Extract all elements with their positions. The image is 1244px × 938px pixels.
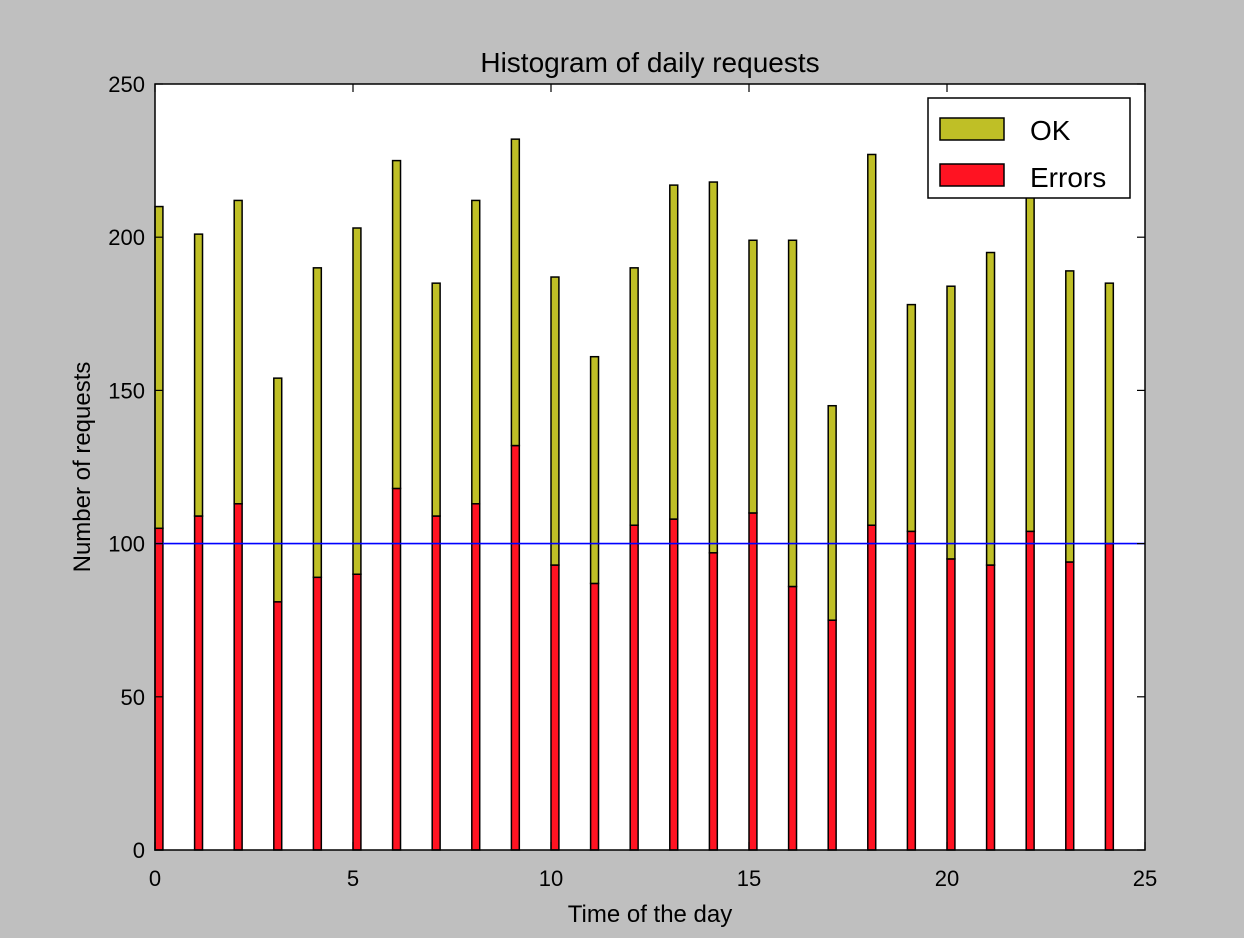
bar-errors <box>787 585 798 851</box>
bar-group <box>154 138 1115 851</box>
y-tick-label: 0 <box>133 838 145 863</box>
bar-errors <box>946 558 956 851</box>
legend-swatch-ok <box>939 117 1005 141</box>
bar-ok <box>154 205 164 530</box>
bar-errors <box>708 552 719 851</box>
bar-ok <box>589 355 600 585</box>
bar-errors <box>510 444 521 851</box>
bar-errors <box>391 487 402 851</box>
bar-errors <box>1065 561 1075 851</box>
bar-ok <box>1065 270 1075 563</box>
bar-ok <box>748 239 758 514</box>
bar-ok <box>946 285 956 560</box>
bar-errors <box>312 576 323 851</box>
x-tick-label: 25 <box>1133 866 1157 891</box>
bar-ok <box>471 199 481 505</box>
bar-errors <box>589 582 600 851</box>
x-tick-label: 15 <box>737 866 761 891</box>
y-tick-label: 100 <box>108 532 145 557</box>
bar-ok <box>391 159 402 490</box>
bar-errors <box>352 573 362 851</box>
y-tick-label: 150 <box>108 378 145 403</box>
y-tick-label: 50 <box>121 685 145 710</box>
x-tick-label: 20 <box>935 866 959 891</box>
bar-errors <box>193 515 204 851</box>
bar-errors <box>827 619 837 851</box>
bar-errors <box>629 524 639 851</box>
chart-title: Histogram of daily requests <box>480 47 819 78</box>
bar-errors <box>550 564 560 851</box>
legend-label-ok: OK <box>1030 115 1071 146</box>
bar-errors <box>233 503 243 851</box>
bar-ok <box>550 276 560 566</box>
bar-errors <box>906 530 917 851</box>
bar-ok <box>1104 282 1115 545</box>
bar-errors <box>1025 530 1035 851</box>
bar-ok <box>510 138 521 447</box>
bar-errors <box>154 527 164 851</box>
bar-ok <box>233 199 243 505</box>
bar-errors <box>273 601 283 851</box>
bar-ok <box>985 251 996 566</box>
bar-ok <box>787 239 798 588</box>
legend-label-errors: Errors <box>1030 162 1106 193</box>
bar-ok <box>352 227 362 575</box>
bar-errors <box>1104 542 1115 851</box>
bar-ok <box>273 377 283 603</box>
bar-ok <box>867 153 877 526</box>
y-tick-label: 250 <box>108 72 145 97</box>
bar-ok <box>629 267 639 526</box>
bar-ok <box>708 181 719 554</box>
bar-ok <box>669 184 679 520</box>
bar-ok <box>193 233 204 517</box>
bar-errors <box>669 518 679 851</box>
x-tick-label: 10 <box>539 866 563 891</box>
bar-ok <box>1025 193 1035 533</box>
bar-errors <box>867 524 877 851</box>
bar-errors <box>748 512 758 851</box>
y-tick-label: 200 <box>108 225 145 250</box>
x-tick-label: 0 <box>149 866 161 891</box>
legend-swatch-errors <box>939 163 1005 187</box>
bar-ok <box>906 303 917 533</box>
bar-errors <box>471 503 481 851</box>
x-tick-label: 5 <box>347 866 359 891</box>
legend: OK Errors <box>927 97 1131 199</box>
bar-errors <box>985 564 996 851</box>
bar-errors <box>431 515 441 851</box>
plot-area-frame <box>154 83 1146 851</box>
x-axis-label: Time of the day <box>568 901 733 928</box>
bar-ok <box>312 267 323 579</box>
bar-ok <box>827 404 837 621</box>
plot-area-background <box>155 84 1145 850</box>
bar-ok <box>431 282 441 517</box>
y-axis-label: Number of requests <box>69 362 96 573</box>
